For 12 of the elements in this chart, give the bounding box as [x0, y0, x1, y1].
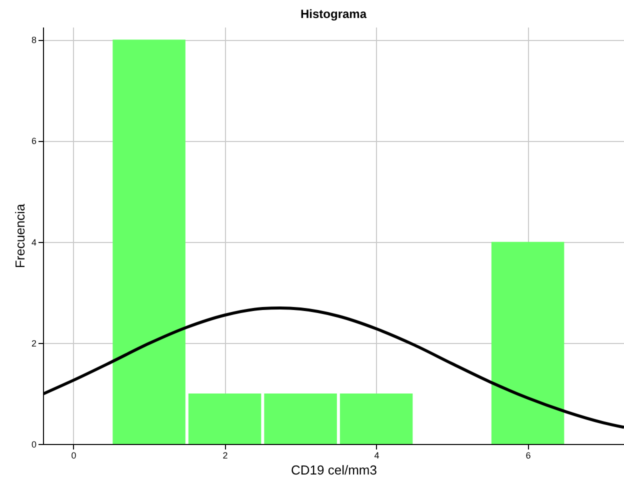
y-tick-label: 6	[31, 136, 36, 146]
y-tick-label: 2	[31, 338, 36, 348]
x-tick-label: 6	[526, 450, 531, 460]
y-axis-title: Frecuencia	[12, 203, 28, 268]
y-tick-label: 8	[31, 35, 36, 46]
chart-title: Histograma	[300, 7, 367, 21]
y-tick-label: 0	[31, 440, 36, 450]
x-tick-label: 2	[222, 450, 228, 460]
x-tick-label: 0	[71, 450, 76, 460]
x-tick-label: 4	[374, 450, 380, 460]
x-axis-title: CD19 cel/mm3	[291, 462, 377, 478]
y-tick-label: 4	[31, 237, 36, 248]
